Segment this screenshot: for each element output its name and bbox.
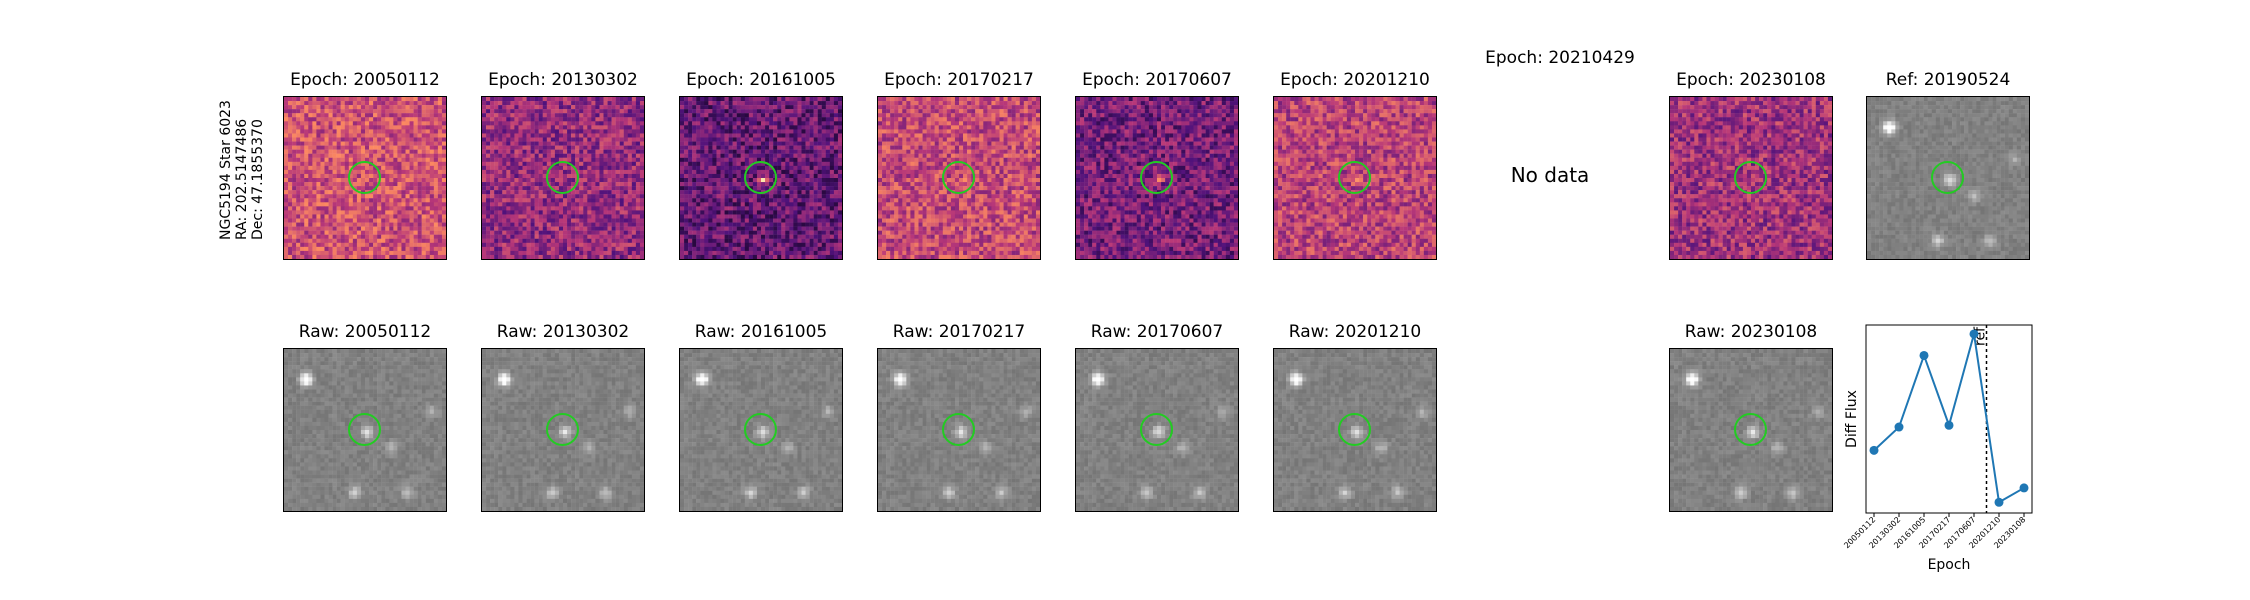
target-circle (1734, 413, 1767, 446)
target-circle (942, 161, 975, 194)
missing-epoch-title: Epoch: 20210429 (1450, 48, 1670, 68)
raw-panel-1 (283, 348, 447, 512)
raw-panel-5-title: Raw: 20170607 (1047, 322, 1267, 342)
data-point (1994, 497, 2004, 507)
ref-panel-title: Ref: 20190524 (1838, 70, 2058, 90)
target-circle (744, 161, 777, 194)
diff-panel-2 (481, 96, 645, 260)
raw-panel-5 (1075, 348, 1239, 512)
star-label: NGC5194 Star 6023 RA: 202.5147486 Dec: 4… (218, 100, 266, 240)
raw-panel-2 (481, 348, 645, 512)
raw-panel-2-title: Raw: 20130302 (453, 322, 673, 342)
raw-panel-3 (679, 348, 843, 512)
diff-panel-5 (1075, 96, 1239, 260)
diff-panel-6-pixels (1274, 97, 1436, 259)
diff-panel-7-title: Epoch: 20230108 (1641, 70, 1861, 90)
target-circle (348, 413, 381, 446)
diff-panel-4-pixels (878, 97, 1040, 259)
target-circle (546, 413, 579, 446)
diff-panel-3-title: Epoch: 20161005 (651, 70, 871, 90)
raw-panel-4-title: Raw: 20170217 (849, 322, 1069, 342)
target-circle (1338, 413, 1371, 446)
raw-panel-5-pixels (1076, 349, 1238, 511)
diff-panel-5-pixels (1076, 97, 1238, 259)
raw-panel-7-title: Raw: 20230108 (1641, 322, 1861, 342)
light-curve-svg: ref2005011220130302201610052017021720170… (1842, 324, 2033, 573)
ref-panel-pixels (1867, 97, 2029, 259)
data-point (1944, 420, 1954, 430)
raw-panel-4-pixels (878, 349, 1040, 511)
diff-panel-3 (679, 96, 843, 260)
raw-panel-7 (1669, 348, 1833, 512)
light-curve-plot: ref 20050112 20130302 20161005 20170217 20170… (1842, 324, 2033, 573)
star-name: NGC5194 Star 6023 (218, 100, 234, 240)
y-axis-label: Diff Flux (1844, 390, 1860, 448)
target-circle (744, 413, 777, 446)
diff-panel-1-pixels (284, 97, 446, 259)
diff-panel-2-title: Epoch: 20130302 (453, 70, 673, 90)
ref-panel (1866, 96, 2030, 260)
diff-panel-7 (1669, 96, 1833, 260)
diff-panel-4 (877, 96, 1041, 260)
target-circle (348, 161, 381, 194)
diff-panel-6-title: Epoch: 20201210 (1245, 70, 1465, 90)
x-axis-label: Epoch (1928, 557, 1971, 573)
series-line (1873, 333, 2025, 504)
raw-panel-3-pixels (680, 349, 842, 511)
target-circle (546, 161, 579, 194)
star-ra: RA: 202.5147486 (234, 119, 250, 240)
target-circle (942, 413, 975, 446)
raw-panel-6 (1273, 348, 1437, 512)
target-circle (1140, 413, 1173, 446)
diff-panel-1-title: Epoch: 20050112 (255, 70, 475, 90)
target-circle (1338, 161, 1371, 194)
data-point (1919, 350, 1929, 360)
diff-panel-4-title: Epoch: 20170217 (849, 70, 1069, 90)
data-point (2019, 483, 2029, 493)
diff-panel-3-pixels (680, 97, 842, 259)
target-circle (1140, 161, 1173, 194)
data-point (1894, 422, 1904, 432)
plot-frame (1865, 324, 2033, 514)
diff-panel-2-pixels (482, 97, 644, 259)
star-dec: Dec: 47.1855370 (250, 119, 266, 240)
diff-panel-5-title: Epoch: 20170607 (1047, 70, 1267, 90)
raw-panel-6-title: Raw: 20201210 (1245, 322, 1465, 342)
target-circle (1931, 161, 1964, 194)
data-point (1969, 329, 1979, 339)
no-data-text: No data (1480, 163, 1620, 187)
raw-panel-1-pixels (284, 349, 446, 511)
diff-panel-1 (283, 96, 447, 260)
target-circle (1734, 161, 1767, 194)
raw-panel-1-title: Raw: 20050112 (255, 322, 475, 342)
data-point (1869, 445, 1879, 455)
diff-panel-6 (1273, 96, 1437, 260)
raw-panel-3-title: Raw: 20161005 (651, 322, 871, 342)
raw-panel-4 (877, 348, 1041, 512)
